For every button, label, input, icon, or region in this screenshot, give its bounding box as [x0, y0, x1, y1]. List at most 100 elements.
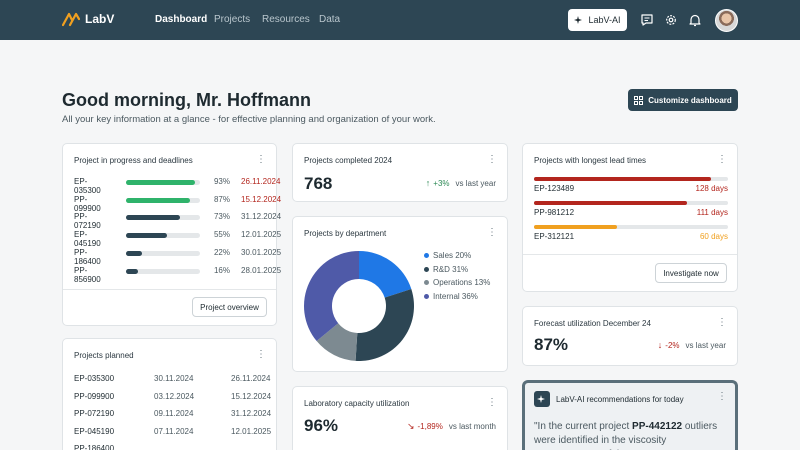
donut-slice[interactable] — [316, 323, 358, 361]
lead-time-bar — [534, 177, 728, 181]
arrow-down-icon: ↓ — [657, 340, 663, 350]
divider — [523, 254, 737, 255]
project-id: EP-035300 — [74, 374, 115, 383]
nav-link-data[interactable]: Data — [319, 14, 341, 25]
progress-bar-fill — [126, 197, 191, 203]
legend-dot — [424, 266, 429, 272]
lead-time-bar-fill — [534, 201, 688, 205]
donut-slice[interactable] — [359, 251, 412, 298]
project-id: EP-035300 — [74, 177, 101, 195]
projects-by-department-card: Projects by department ⋮ Sales 20% R&D 31… — [292, 216, 508, 372]
ai-card-header: LabV-AI recommendations for today — [534, 391, 684, 407]
labv-ai-label: LabV-AI — [588, 15, 621, 25]
progress-percent: 93% — [213, 177, 230, 186]
brand-logo[interactable]: LabV — [62, 11, 114, 27]
lead-time-days: 128 days — [695, 184, 728, 193]
legend-item: R&D 31% — [424, 265, 468, 274]
more-menu-icon[interactable]: ⋮ — [487, 227, 497, 238]
nav-link-dashboard[interactable]: Dashboard — [155, 14, 208, 25]
projects-planned-card: Projects planned ⋮ EP-035300 30.11.2024 26… — [62, 338, 277, 450]
card-title: Projects with longest lead times — [534, 156, 647, 165]
lead-time-bar-fill — [534, 225, 617, 229]
lead-time-bar — [534, 201, 728, 205]
legend-label: Sales 20% — [433, 251, 472, 260]
project-id: PP-099900 — [74, 194, 101, 213]
card-title: Projects planned — [74, 351, 134, 360]
more-menu-icon[interactable]: ⋮ — [487, 154, 497, 165]
project-id: EP-312121 — [534, 232, 575, 241]
donut-slice[interactable] — [355, 289, 414, 361]
investigate-now-button[interactable]: Investigate now — [655, 263, 727, 283]
more-menu-icon[interactable]: ⋮ — [256, 349, 266, 360]
progress-percent: 73% — [213, 212, 230, 222]
nav-link-projects[interactable]: Projects — [214, 14, 251, 25]
arrow-up-icon: ↑ — [425, 178, 431, 188]
card-title: Laboratory capacity utilization — [304, 399, 410, 408]
more-menu-icon[interactable]: ⋮ — [487, 397, 497, 408]
labv-ai-button[interactable]: LabV-AI — [568, 9, 627, 31]
deadline-date: 26.11.2024 — [241, 177, 281, 186]
progress-bar-fill — [126, 215, 181, 221]
list-item[interactable]: EP-312121 60 days — [534, 225, 728, 243]
customize-dashboard-label: Customize dashboard — [648, 95, 732, 105]
delta-value: -2% — [665, 340, 680, 350]
legend-dot — [424, 280, 429, 285]
delta-label: vs last year — [685, 340, 726, 350]
start-date: 07.11.2024 — [154, 426, 194, 436]
delta-label: vs last month — [448, 422, 496, 431]
progress-bar-fill — [126, 268, 138, 274]
chat-icon[interactable] — [640, 13, 654, 27]
project-id: EP-045190 — [74, 230, 101, 249]
avatar[interactable] — [715, 9, 738, 32]
gear-icon[interactable] — [664, 13, 678, 27]
end-date: 26.11.2024 — [231, 374, 271, 383]
more-menu-icon[interactable]: ⋮ — [717, 317, 727, 328]
ai-text-part: "In the current project — [534, 421, 633, 432]
bell-icon[interactable] — [688, 13, 702, 27]
customize-dashboard-button[interactable]: Customize dashboard — [628, 89, 738, 111]
legend-item: Sales 20% — [424, 251, 471, 260]
page-subtitle: All your key information at a glance - f… — [62, 114, 436, 125]
legend-dot — [424, 293, 429, 299]
ai-recommendation-text: "In the current project PP-442122 outlie… — [534, 420, 732, 450]
deadline-date: 28.01.2025 — [241, 265, 282, 275]
more-menu-icon[interactable]: ⋮ — [256, 154, 266, 165]
start-date: 03.12.2024 — [154, 391, 195, 401]
card-title: Forecast utilization December 24 — [534, 319, 651, 328]
department-donut-chart — [304, 251, 414, 361]
progress-percent: 16% — [213, 265, 230, 275]
project-overview-button[interactable]: Project overview — [192, 297, 267, 317]
ai-project-id[interactable]: PP-442122 — [632, 421, 683, 432]
legend-label: Operations 13% — [433, 278, 491, 287]
ai-recommendations-card: LabV-AI recommendations for today ⋮ "In … — [522, 380, 738, 450]
end-date: 15.12.2024 — [231, 391, 272, 401]
grid-icon — [634, 95, 644, 105]
forecast-delta: ↓ -2% vs last year — [658, 340, 726, 350]
lab-capacity-card: Laboratory capacity utilization ⋮ 96% ↘ … — [292, 386, 508, 450]
progress-percent: 55% — [213, 230, 230, 240]
nav-link-resources[interactable]: Resources — [262, 14, 310, 25]
progress-bar-fill — [126, 180, 195, 185]
legend-dot — [424, 253, 429, 258]
more-menu-icon[interactable]: ⋮ — [717, 391, 727, 402]
list-item[interactable]: EP-123489 128 days — [534, 177, 728, 195]
top-navbar: LabV Dashboard Projects Resources Data L… — [0, 0, 800, 40]
progress-bar — [126, 233, 200, 239]
donut-slice[interactable] — [304, 251, 359, 342]
delta-value: -1,89% — [417, 422, 443, 431]
brand-name: LabV — [85, 12, 115, 26]
labv-logo-icon — [62, 12, 80, 27]
legend-item: Operations 13% — [424, 278, 490, 287]
projects-completed-card: Projects completed 2024 ⋮ 768 ↑ +3% vs l… — [292, 143, 508, 202]
legend-label: Internal 36% — [433, 291, 478, 301]
list-item[interactable]: PP-981212 111 days — [534, 201, 728, 219]
legend-label: R&D 31% — [433, 264, 469, 274]
more-menu-icon[interactable]: ⋮ — [717, 154, 727, 165]
lead-time-bar-fill — [534, 177, 711, 181]
card-title: Projects completed 2024 — [304, 156, 393, 165]
project-id: PP-099900 — [74, 391, 115, 401]
start-date: 30.11.2024 — [154, 374, 194, 383]
project-id: EP-045190 — [74, 426, 115, 436]
project-id: PP-856900 — [74, 265, 101, 284]
progress-bar-fill — [126, 233, 167, 239]
